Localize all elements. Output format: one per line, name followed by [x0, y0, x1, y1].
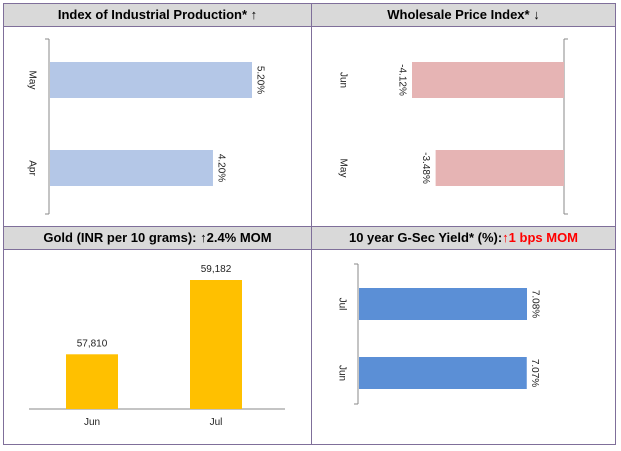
iip-data-label: 5.20%: [254, 66, 265, 94]
gold-bar: [66, 354, 118, 409]
gsec-data-label: 7.08%: [529, 290, 540, 318]
wpi-title: Wholesale Price Index* ↓: [312, 4, 615, 27]
gold-category-label: Jul: [210, 417, 223, 428]
wpi-chart: Jun -4.12% May -3.48%: [337, 38, 568, 215]
gsec-category-label: Jun: [336, 365, 347, 381]
wpi-data-label: -3.48%: [420, 152, 431, 184]
gold-data-label: 59,182: [201, 264, 232, 275]
iip-bar: [50, 62, 252, 98]
vertical-divider: [311, 4, 312, 444]
wpi-category-label: May: [337, 159, 348, 178]
iip-chart: May 5.20% Apr 4.20%: [26, 38, 265, 215]
gsec-bar: [359, 357, 527, 389]
gold-bar: [190, 280, 242, 409]
iip-title: Index of Industrial Production* ↑: [4, 4, 311, 27]
gsec-title: 10 year G-Sec Yield* (%):↑1 bps MOM: [312, 227, 615, 250]
wpi-category-label: Jun: [337, 72, 348, 88]
wpi-panel: Wholesale Price Index* ↓ Jun -4.12% May -3.…: [312, 4, 615, 226]
gsec-panel: 10 year G-Sec Yield* (%):↑1 bps MOM Jul 7…: [312, 227, 615, 444]
iip-bar: [50, 150, 213, 186]
iip-category-label: May: [26, 71, 37, 90]
gold-chart: 57,810 Jun 59,182 Jul: [29, 264, 285, 428]
gold-data-label: 57,810: [77, 338, 108, 349]
gold-title: Gold (INR per 10 grams): ↑2.4% MOM: [4, 227, 311, 250]
wpi-bar: [412, 62, 564, 98]
gsec-data-label: 7.07%: [529, 359, 540, 387]
gold-title-delta: 2.4% MOM: [206, 230, 272, 245]
gsec-category-label: Jul: [336, 298, 347, 311]
wpi-data-label: -4.12%: [396, 64, 407, 96]
horizontal-divider: [4, 226, 615, 227]
wpi-bar: [435, 150, 564, 186]
dashboard-frame: Index of Industrial Production* ↑ May 5.2…: [3, 3, 616, 445]
gsec-title-main: 10 year G-Sec Yield* (%):: [348, 230, 503, 245]
gsec-bar: [359, 288, 527, 320]
iip-category-label: Apr: [26, 160, 37, 176]
gsec-chart: Jul 7.08% Jun 7.07%: [336, 263, 540, 405]
iip-panel: Index of Industrial Production* ↑ May 5.2…: [4, 4, 311, 226]
iip-data-label: 4.20%: [215, 154, 226, 182]
gsec-title-delta: ↑1 bps MOM: [502, 230, 579, 245]
gold-title-main: Gold (INR per 10 grams): ↑: [43, 230, 207, 245]
gold-category-label: Jun: [84, 417, 100, 428]
gold-panel: Gold (INR per 10 grams): ↑2.4% MOM 57,81…: [4, 227, 311, 444]
